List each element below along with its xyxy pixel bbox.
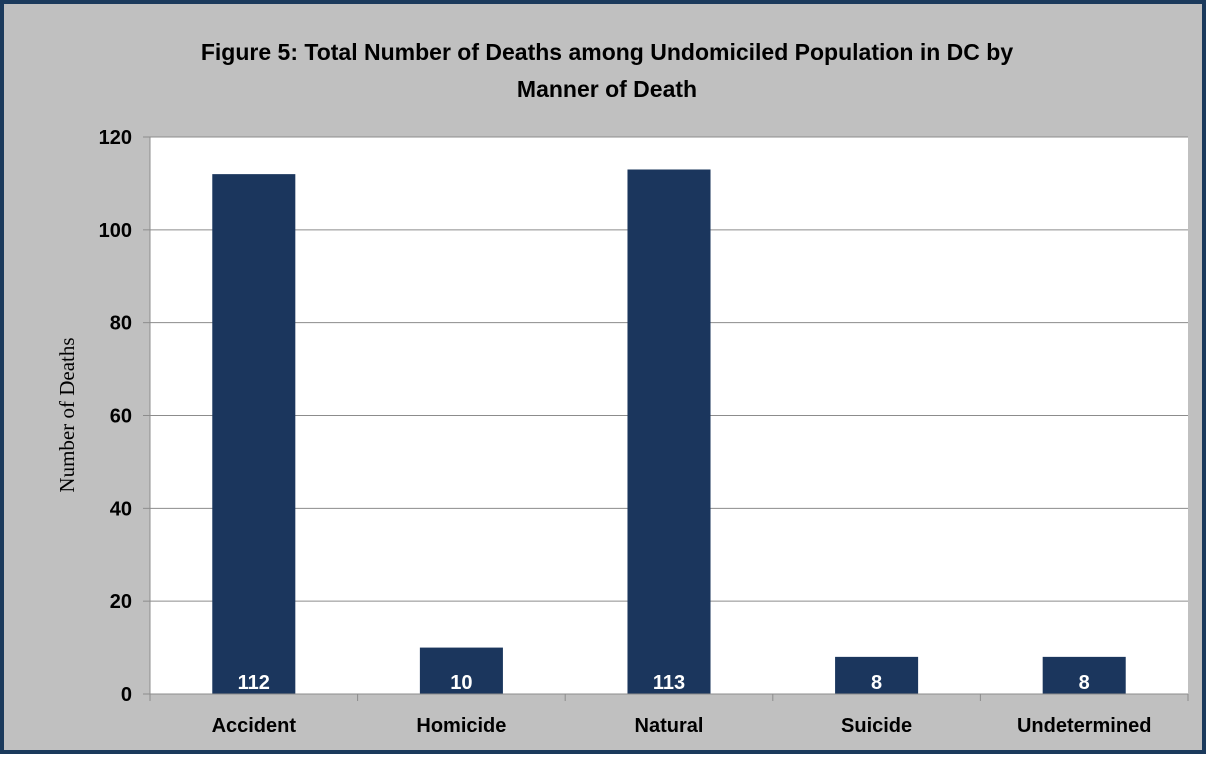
x-tick-label-natural: Natural — [635, 715, 704, 737]
y-tick-label: 40 — [110, 498, 132, 520]
data-label-suicide: 8 — [871, 672, 882, 694]
y-tick-labels: 0 20 40 60 80 100 120 — [99, 127, 132, 706]
data-label-homicide: 10 — [450, 672, 472, 694]
chart-title-line-2: Manner of Death — [517, 76, 697, 102]
bar-suicide — [835, 656, 919, 694]
data-label-undetermined: 8 — [1079, 672, 1090, 694]
bar-chart: Figure 5: Total Number of Deaths among U… — [55, 39, 1189, 737]
chart-title-line-1: Figure 5: Total Number of Deaths among U… — [201, 39, 1013, 65]
data-label-accident: 112 — [238, 672, 270, 694]
x-tick-labels: Accident Homicide Natural Suicide Undetermin… — [212, 715, 1152, 737]
data-labels: 112 10 113 8 8 — [238, 672, 1090, 694]
data-label-natural: 113 — [653, 672, 685, 694]
x-tick-label-accident: Accident — [212, 715, 297, 737]
x-tick-label-suicide: Suicide — [841, 715, 912, 737]
bar-undetermined — [1042, 656, 1126, 694]
y-tick-label: 60 — [110, 406, 132, 428]
bar-homicide — [419, 647, 503, 694]
x-tick-label-homicide: Homicide — [416, 715, 506, 737]
y-tick-label: 100 — [99, 220, 132, 242]
bars — [212, 169, 1126, 695]
y-tick-label: 20 — [110, 591, 132, 613]
y-axis-label: Number of Deaths — [55, 337, 79, 492]
bar-accident — [212, 174, 296, 695]
axes — [143, 136, 1189, 701]
y-tick-label: 120 — [99, 127, 132, 149]
bar-natural — [627, 169, 711, 694]
x-tick-label-undetermined: Undetermined — [1017, 715, 1151, 737]
y-tick-label: 80 — [110, 313, 132, 335]
y-tick-label: 0 — [121, 684, 132, 706]
